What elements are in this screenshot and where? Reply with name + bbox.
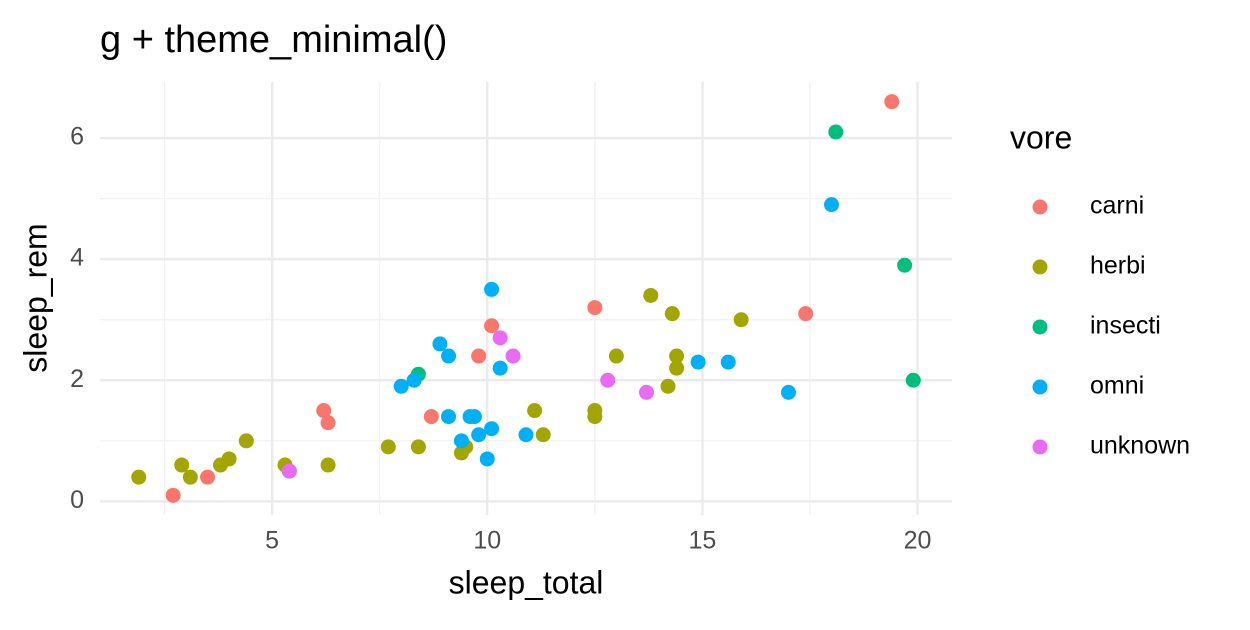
point [320,415,336,431]
legend-key [1032,379,1048,395]
point [131,469,147,485]
point [600,372,616,388]
y-tick-label: 0 [70,486,84,514]
point [466,409,482,425]
point [518,427,534,443]
legend-key [1032,259,1048,275]
legend-key [1032,319,1048,335]
point [200,469,216,485]
legend-key [1032,439,1048,455]
point [281,463,297,479]
point [527,403,543,419]
point [505,348,521,364]
point [441,348,457,364]
point [484,281,500,297]
point [320,457,336,473]
point [432,336,448,352]
chart-title: g + theme_minimal() [100,19,447,61]
point [690,354,706,370]
point [316,403,332,419]
point [484,318,500,334]
point [238,433,254,449]
point [733,312,749,328]
point [165,487,181,503]
legend-label: herbi [1090,252,1146,280]
legend-title: vore [1010,119,1072,155]
point [221,451,237,467]
point [393,378,409,394]
legend-label: unknown [1090,432,1190,460]
y-axis-label: sleep_rem [17,223,53,372]
point [638,384,654,400]
point [780,384,796,400]
point [479,451,495,467]
legend-key [1032,199,1048,215]
point [824,197,840,213]
x-tick-label: 20 [904,527,932,555]
point [535,427,551,443]
point [380,439,396,455]
point [492,330,508,346]
point [884,94,900,110]
y-tick-label: 4 [70,244,84,272]
legend-label: carni [1090,192,1144,220]
point [669,348,685,364]
point [664,306,680,322]
point [174,457,190,473]
x-tick-label: 5 [265,527,279,555]
point [182,469,198,485]
legend-label: insecti [1090,312,1161,340]
point [897,257,913,273]
point [410,439,426,455]
point [660,378,676,394]
point [441,409,457,425]
point [798,306,814,322]
y-tick-label: 6 [70,123,84,151]
point [643,287,659,303]
legend-label: omni [1090,372,1144,400]
point [828,124,844,140]
point [720,354,736,370]
point [669,360,685,376]
x-tick-label: 10 [473,527,501,555]
point [492,360,508,376]
x-tick-label: 15 [689,527,717,555]
point [905,372,921,388]
point [406,372,422,388]
x-axis-label: sleep_total [449,564,604,600]
point [471,427,487,443]
point [587,409,603,425]
y-tick-label: 2 [70,365,84,393]
point [471,348,487,364]
point [484,421,500,437]
point [608,348,624,364]
point [453,433,469,449]
point [587,300,603,316]
point [423,409,439,425]
